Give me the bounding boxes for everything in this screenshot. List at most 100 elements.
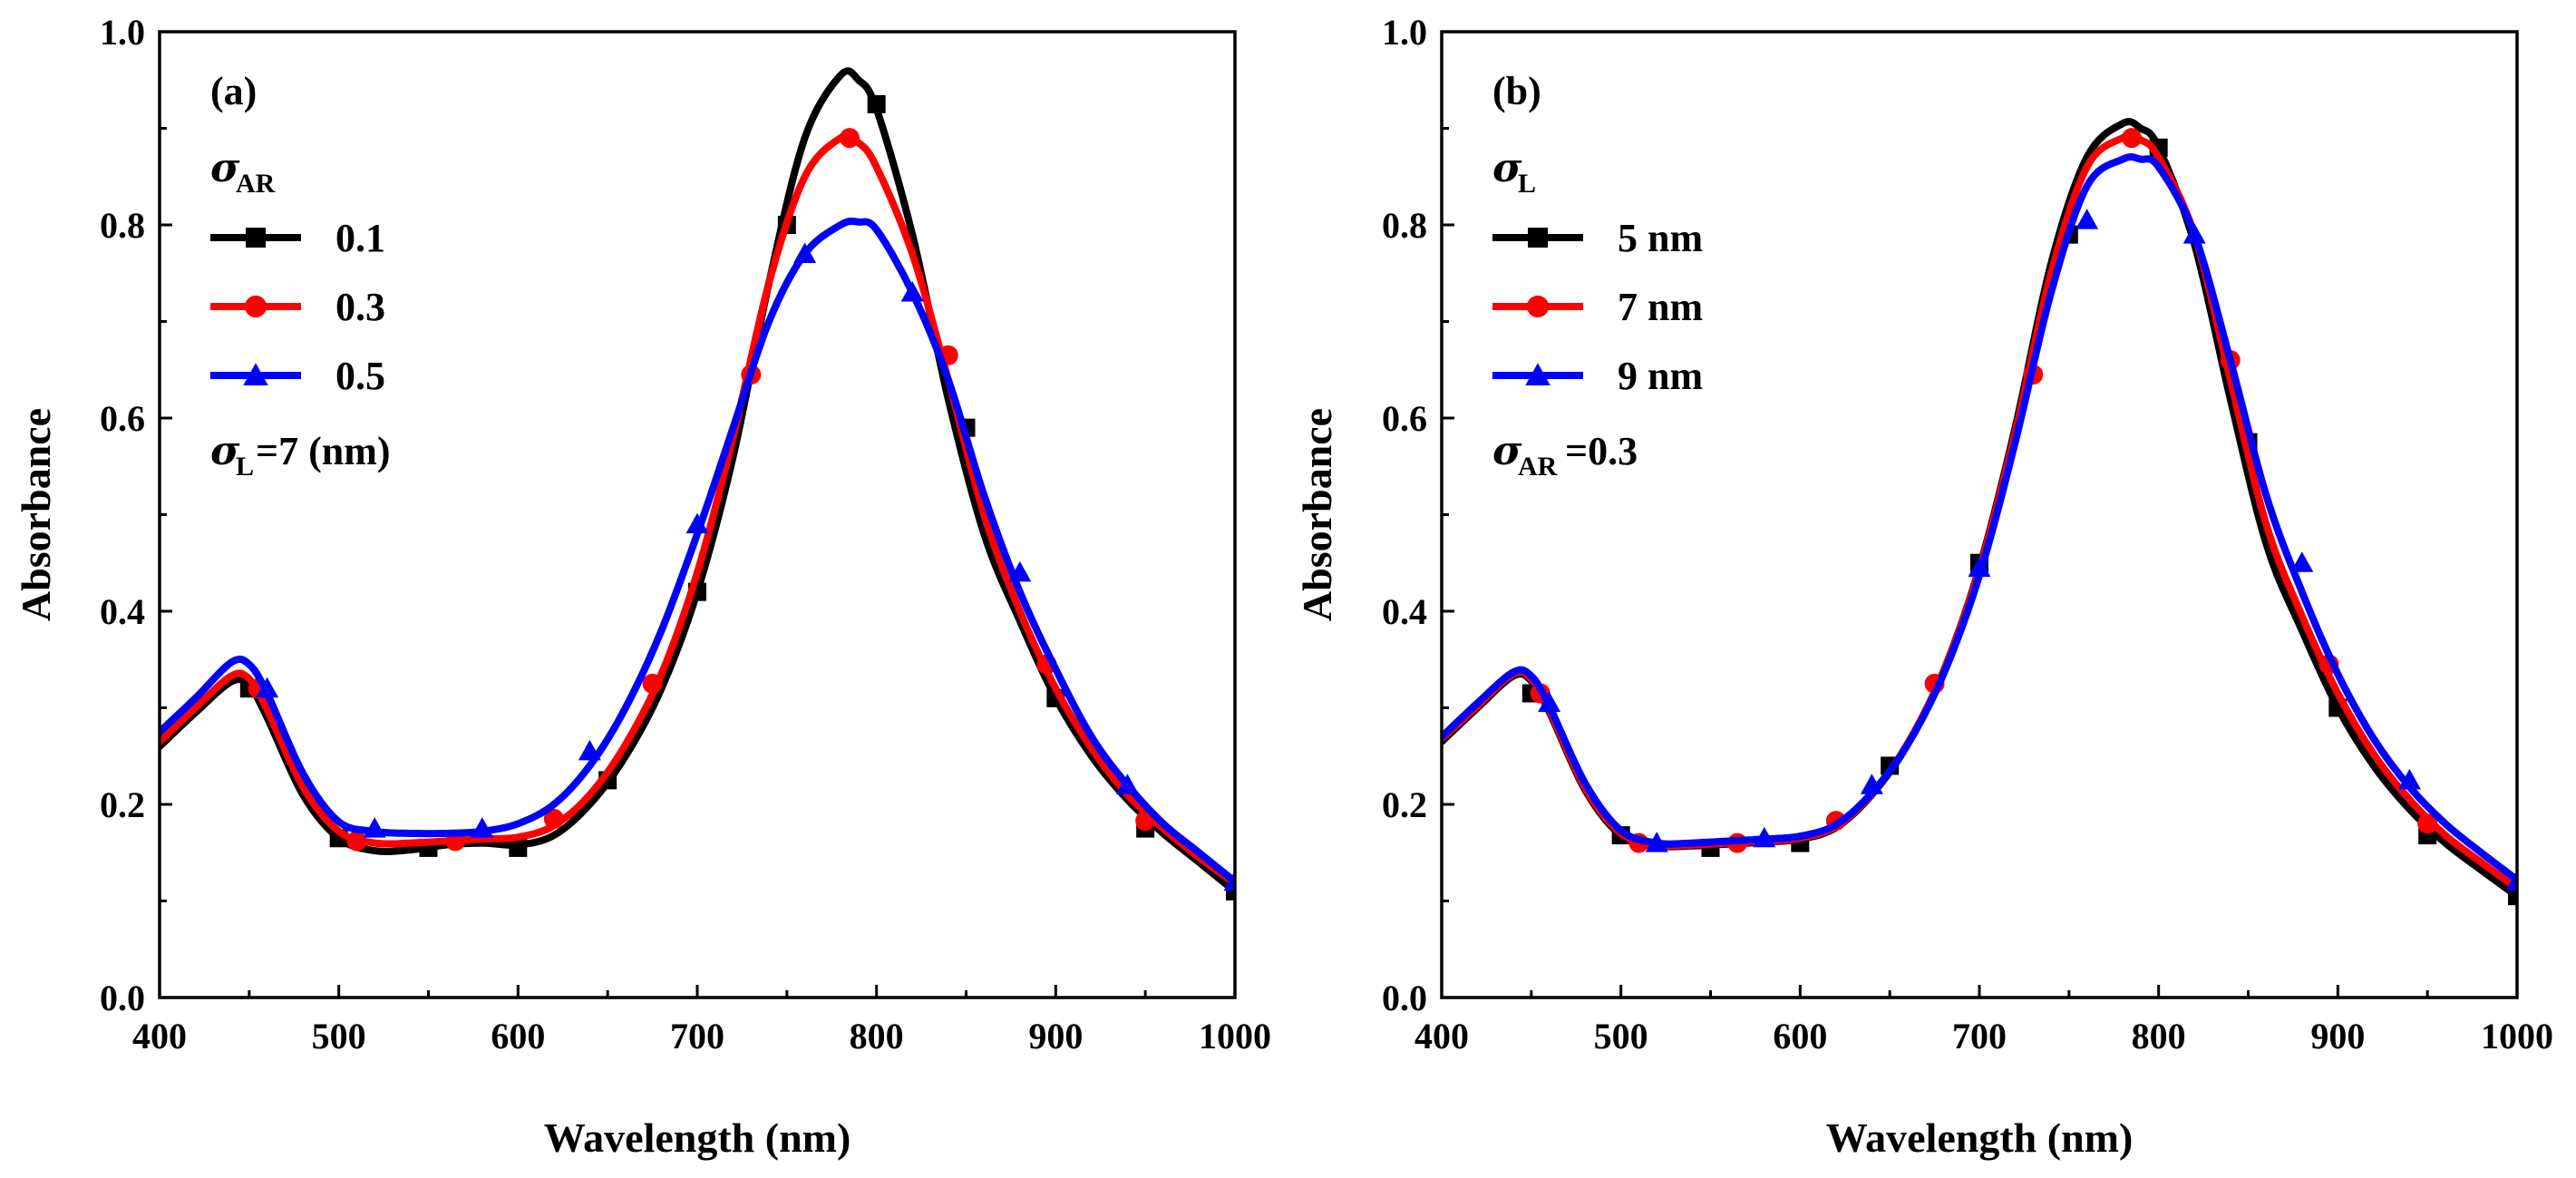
legend-entry: 5 nm [1492,216,1703,260]
legend-entry: 0.5 [210,354,385,398]
legend-title-subscript: AR [236,169,276,199]
data-point [1968,556,1991,578]
data-point [1008,560,1032,582]
plot-area [1442,118,2517,906]
x-tick-label: 800 [2132,1016,2186,1056]
note-subscript: L [236,452,254,482]
y-tick-label: 0.4 [1382,591,1427,632]
panel-a: 400 500 600 700 800 900 1000 0.0 0.2 0.4 0.6 0.8 1.0… [13,12,1271,1161]
panel-label: (b) [1492,69,1541,113]
data-point [642,673,663,694]
legend-label: 0.1 [335,216,385,260]
data-point [840,128,860,149]
series-line-0 [160,67,1235,895]
legend-title: σ [210,145,240,191]
legend-entry: 7 nm [1492,285,1703,329]
data-point [1645,832,1668,852]
data-point [1753,826,1776,848]
x-tick-label: 800 [850,1016,904,1056]
x-tick-label: 700 [670,1016,724,1056]
legend-title-subscript: L [1518,169,1536,199]
data-point [1860,774,1883,794]
data-point [1115,774,1139,794]
plot-area [160,67,1235,901]
x-tick-label: 500 [312,1016,366,1056]
data-point [578,739,601,761]
data-point [346,831,367,852]
data-point [2505,870,2517,891]
y-tick-label: 0.0 [100,978,145,1018]
y-tick-label: 0.2 [100,784,145,825]
legend-marker [246,228,266,248]
data-point [1538,691,1561,713]
x-tick-label: 400 [132,1016,187,1056]
data-point [2397,768,2421,790]
data-point [509,838,528,857]
series-line-2 [160,217,1235,886]
legend-marker [243,363,268,385]
note-value: =7 (nm) [256,429,391,473]
data-point [2508,887,2517,906]
legend-title: σ [1492,145,1522,191]
data-point [471,817,494,838]
data-point [1223,870,1235,891]
legend-marker [1525,363,1550,385]
legend-label: 5 nm [1618,216,1703,260]
data-point [867,94,886,113]
y-tick-label: 1.0 [1382,12,1427,53]
data-point [256,677,279,698]
note-subscript: AR [1518,452,1558,482]
x-tick-label: 600 [1773,1016,1827,1056]
panel-label: (a) [210,69,257,113]
y-tick-label: 0.6 [1382,398,1427,439]
legend-label: 0.5 [335,354,385,398]
legend-marker [1526,295,1550,318]
data-point [363,817,386,838]
legend-entry: 0.3 [210,285,385,329]
data-point [2075,209,2099,229]
note-sigma: σ [1492,428,1522,474]
data-point [2417,813,2438,834]
legend-marker [244,295,267,318]
y-tick-label: 1.0 [100,12,145,53]
data-point [1226,881,1235,901]
legend-label: 9 nm [1618,354,1703,398]
y-axis-title: Absorbance [13,408,59,621]
series-line-1 [160,131,1235,888]
note-sigma: σ [210,428,240,474]
x-axis-title: Wavelength (nm) [544,1115,851,1161]
x-tick-label: 600 [491,1016,545,1056]
y-tick-label: 0.2 [1382,784,1427,825]
series-line-2 [1442,153,2517,884]
data-point [793,242,817,263]
y-tick-label: 0.8 [1382,205,1427,246]
series-line-0 [1442,118,2517,901]
data-point [900,281,924,302]
x-tick-label: 1000 [1199,1016,1271,1056]
legend-label: 0.3 [335,285,385,329]
series-line-1 [1442,131,2517,892]
legend-label: 7 nm [1618,285,1703,329]
panel-b: 400 500 600 700 800 900 1000 0.0 0.2 0.4 0.6 0.8 1.0… [1294,12,2553,1161]
y-axis-title: Absorbance [1294,408,1340,621]
legend-marker [1528,228,1548,248]
legend-entry: 9 nm [1492,354,1703,398]
x-tick-label: 900 [2310,1016,2365,1056]
x-tick-label: 500 [1594,1016,1648,1056]
y-tick-label: 0.8 [100,205,145,246]
axes-frame [1440,30,2519,999]
x-tick-label: 1000 [2481,1016,2553,1056]
x-tick-label: 900 [1028,1016,1083,1056]
y-tick-label: 0.4 [100,591,145,632]
data-point [2182,223,2206,244]
y-tick-label: 0.6 [100,398,145,439]
x-axis-title: Wavelength (nm) [1826,1115,2134,1161]
data-point [685,512,709,534]
data-point [543,808,564,829]
x-tick-label: 700 [1952,1016,2007,1056]
data-point [2122,128,2143,149]
legend-entry: 0.1 [210,216,385,260]
y-tick-label: 0.0 [1382,978,1427,1018]
data-point [2290,551,2314,572]
